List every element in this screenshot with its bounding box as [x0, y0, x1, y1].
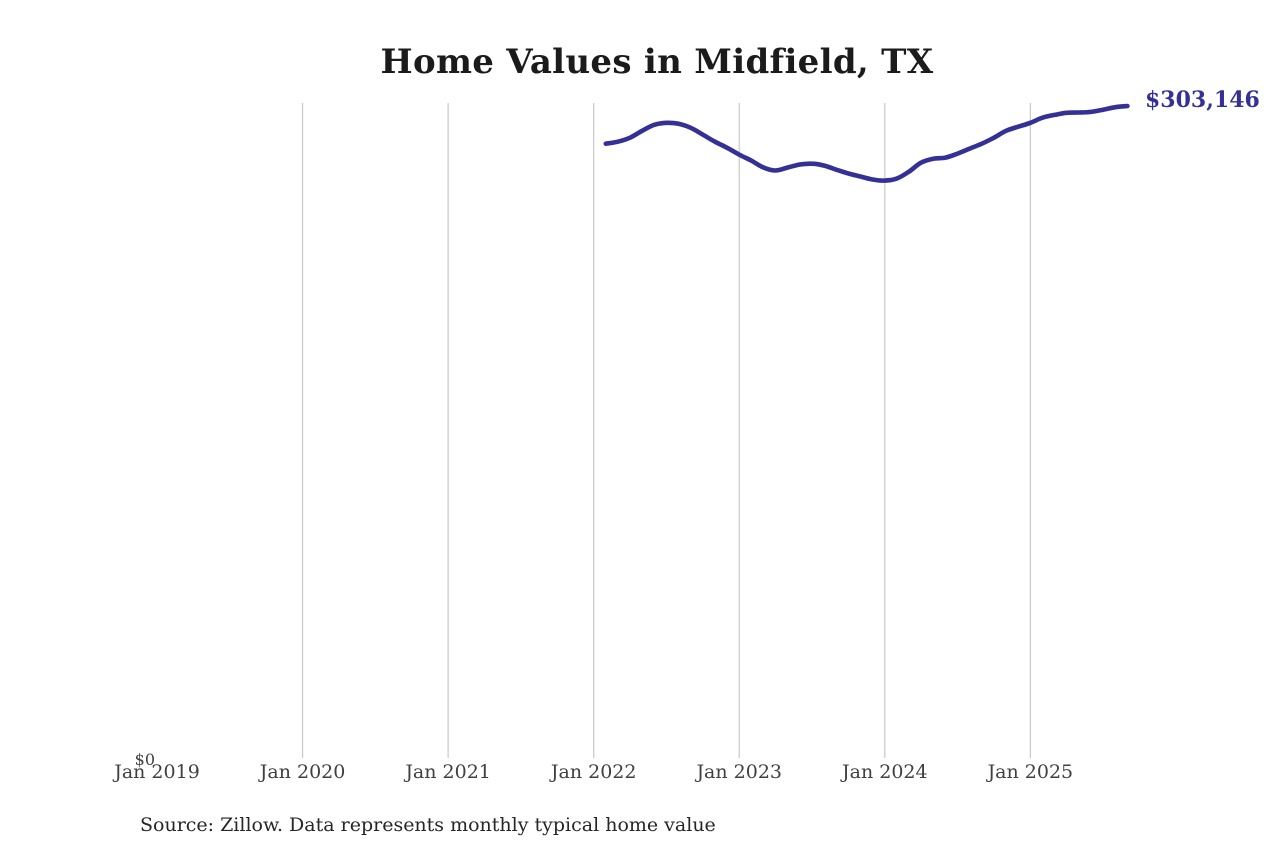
x-tick-label: Jan 2023	[696, 761, 783, 783]
x-tick-label: Jan 2022	[550, 761, 637, 783]
chart-title: Home Values in Midfield, TX	[380, 42, 934, 82]
x-tick-label: Jan 2025	[987, 761, 1074, 783]
x-tick-label: Jan 2021	[405, 761, 491, 783]
gridlines	[301, 103, 1032, 758]
source-note: Source: Zillow. Data represents monthly …	[140, 814, 716, 836]
x-tick-label: Jan 2024	[842, 761, 928, 783]
latest-value-label: $303,146	[1145, 87, 1260, 113]
x-tick-label: Jan 2019	[114, 761, 200, 783]
x-tick-label: Jan 2020	[259, 761, 346, 783]
home-value-line	[603, 103, 1130, 183]
y-axis-zero-label: $0	[134, 750, 155, 769]
